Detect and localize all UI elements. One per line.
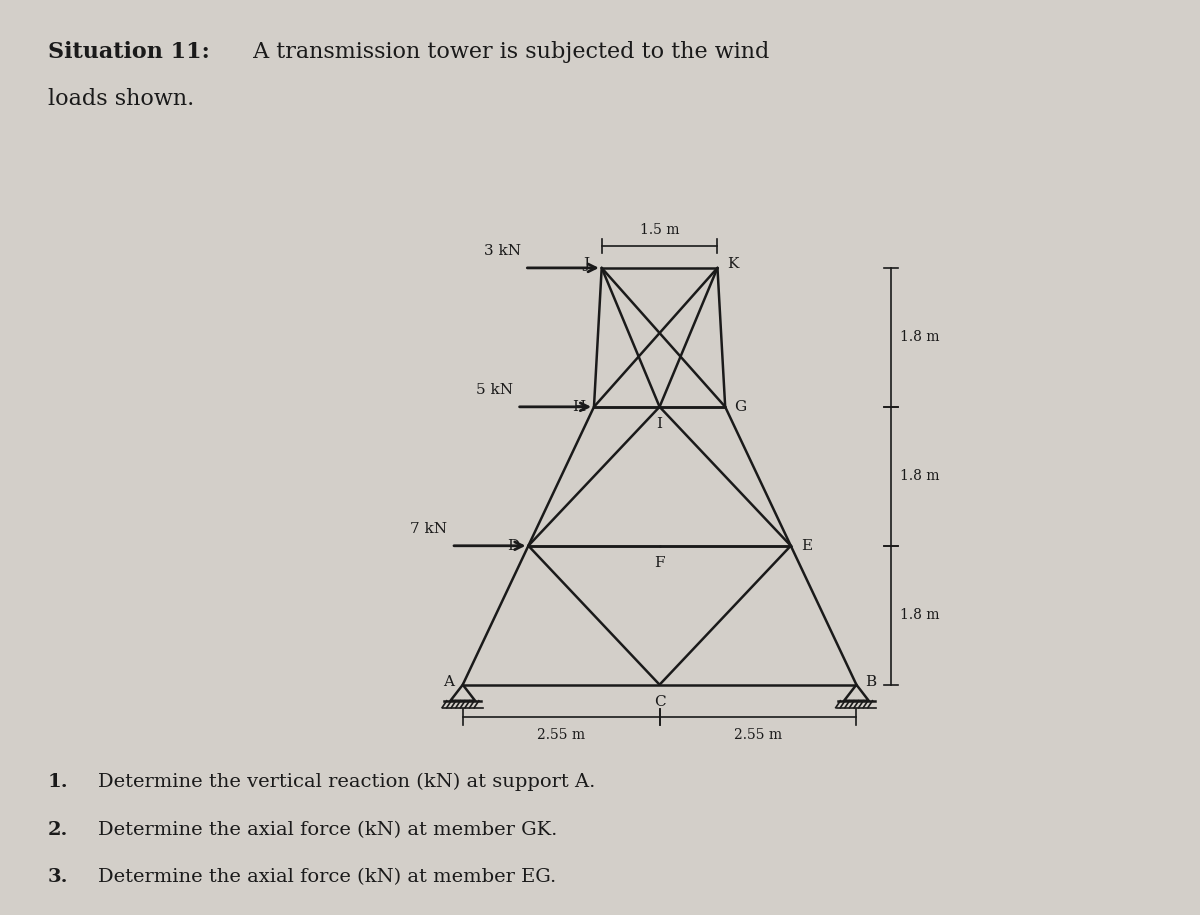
Text: G: G — [734, 400, 746, 414]
Text: A: A — [443, 675, 455, 689]
Text: Determine the axial force (kN) at member GK.: Determine the axial force (kN) at member… — [98, 821, 558, 839]
Text: 7 kN: 7 kN — [410, 522, 448, 535]
Text: 2.: 2. — [48, 821, 68, 839]
Text: Determine the axial force (kN) at member EG.: Determine the axial force (kN) at member… — [98, 868, 557, 887]
Text: 5 kN: 5 kN — [476, 382, 512, 397]
Text: 1.8 m: 1.8 m — [900, 608, 940, 622]
Text: 1.8 m: 1.8 m — [900, 330, 940, 344]
Text: loads shown.: loads shown. — [48, 88, 194, 110]
Text: D: D — [506, 539, 520, 553]
Text: 3.: 3. — [48, 868, 68, 887]
Text: E: E — [800, 539, 811, 553]
Text: C: C — [654, 694, 665, 709]
Text: 1.8 m: 1.8 m — [900, 469, 940, 483]
Text: K: K — [727, 257, 738, 271]
Text: F: F — [654, 555, 665, 570]
Text: J: J — [583, 257, 589, 271]
Text: Situation 11:: Situation 11: — [48, 41, 210, 63]
Text: B: B — [865, 675, 876, 689]
Text: 3 kN: 3 kN — [484, 244, 521, 258]
Text: 2.55 m: 2.55 m — [734, 728, 782, 742]
Text: I: I — [656, 417, 662, 431]
Text: Determine the vertical reaction (kN) at support A.: Determine the vertical reaction (kN) at … — [98, 773, 595, 791]
Text: A transmission tower is subjected to the wind: A transmission tower is subjected to the… — [246, 41, 769, 63]
Text: H: H — [572, 400, 586, 414]
Text: 1.5 m: 1.5 m — [640, 223, 679, 237]
Text: 2.55 m: 2.55 m — [538, 728, 586, 742]
Text: 1.: 1. — [48, 773, 68, 791]
